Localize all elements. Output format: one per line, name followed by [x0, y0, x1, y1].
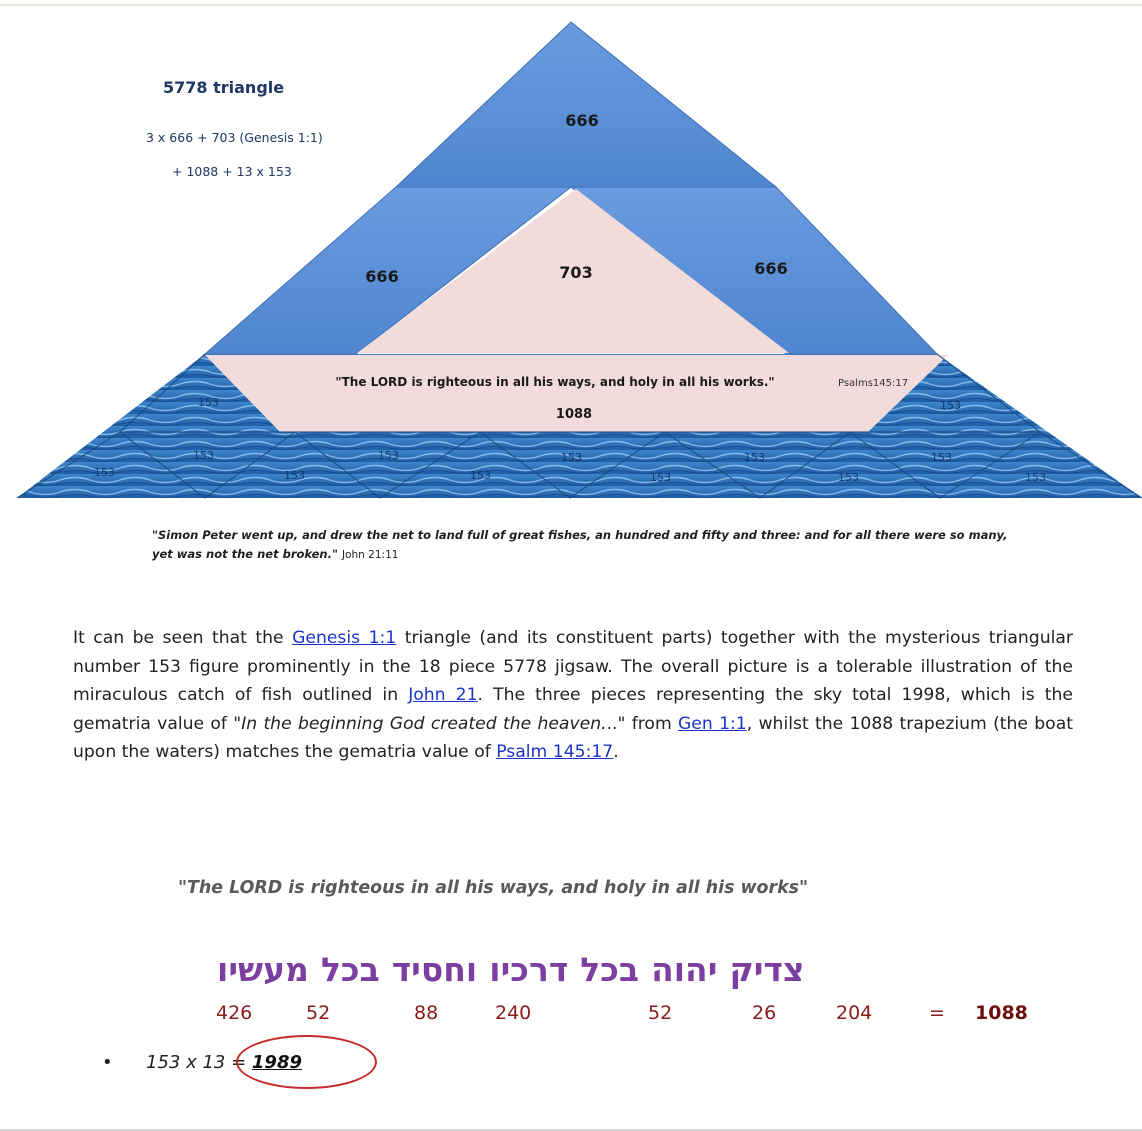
- sky-top-label: 666: [565, 111, 598, 130]
- fish-label: 153: [378, 449, 399, 462]
- psalm-quote: "The LORD is righteous in all his ways, …: [178, 878, 809, 898]
- bottom-rule: [0, 1129, 1142, 1131]
- paragraph-text: .: [613, 742, 619, 762]
- sky-top-piece: [394, 21, 778, 188]
- formula-line-2: + 1088 + 13 x 153: [172, 164, 292, 179]
- paragraph-italic: In the beginning God created the heaven.: [241, 713, 607, 734]
- gematria-total: 1088: [975, 1002, 1028, 1024]
- triangle-graphic: 666 666 703 666 "The LORD is righteous i…: [16, 21, 1142, 499]
- sky-left-piece: [203, 186, 573, 355]
- fish-label: 153: [470, 469, 491, 482]
- triangle-figure: 666 666 703 666 "The LORD is righteous i…: [0, 6, 1142, 581]
- highlight-circle: [236, 1035, 377, 1089]
- genesis-triangle: [357, 189, 789, 353]
- top-rule: [0, 4, 1142, 6]
- body-paragraph: It can be seen that the Genesis 1:1 tria…: [73, 624, 1073, 767]
- figure-title: 5778 triangle: [163, 78, 285, 97]
- gematria-value: 426: [216, 1002, 253, 1024]
- gen-link[interactable]: Gen 1:1: [677, 713, 747, 734]
- fish-label: 153: [193, 449, 214, 462]
- paragraph-text: triangle (and its constituent parts) tog…: [73, 628, 1073, 705]
- gematria-value: 240: [495, 1002, 532, 1024]
- genesis-link[interactable]: Genesis 1:1: [292, 628, 397, 648]
- hebrew-word: יהוה: [651, 950, 718, 989]
- paragraph-text: It can be seen that the: [73, 628, 293, 648]
- paragraph-text: , whilst the 1088 trapezium (the boat up…: [73, 713, 1073, 763]
- gematria-value: 204: [836, 1002, 873, 1024]
- psalm-link[interactable]: Psalm 145:17: [496, 742, 614, 762]
- bullet-expression: 153 x 13 =: [146, 1052, 252, 1073]
- boat-value: 1088: [556, 407, 592, 422]
- sky-left-label: 666: [365, 267, 398, 286]
- fish-label: 153: [1025, 471, 1046, 484]
- fish-label: 153: [744, 451, 765, 464]
- hebrew-word: צדיק: [729, 950, 805, 989]
- hebrew-word: דרכיו: [489, 950, 569, 989]
- john-21-link[interactable]: John 21: [408, 685, 478, 705]
- center-label: 703: [559, 263, 592, 282]
- fish-label: 153: [561, 451, 582, 464]
- hebrew-word: וחסיד: [391, 950, 478, 989]
- fish-label: 153: [198, 396, 219, 409]
- boat-quote: "The LORD is righteous in all his ways, …: [335, 375, 774, 389]
- fish-net-lines: [16, 353, 1142, 499]
- equals-sign: =: [929, 1002, 945, 1024]
- paragraph-text: . The three pieces representing the sky …: [73, 685, 1073, 734]
- caption-ref: John 21:11: [342, 549, 399, 561]
- hebrew-word: בכל: [580, 950, 640, 989]
- fish-label: 153: [94, 466, 115, 479]
- hebrew-word: בכל: [320, 950, 380, 989]
- hebrew-verse: צדיק יהוה בכל דרכיו וחסיד בכל מעשיו: [205, 950, 804, 989]
- fish-label: 153: [940, 399, 961, 412]
- fish-label: 153: [931, 451, 952, 464]
- boat-ref: Psalms145:17: [838, 378, 908, 389]
- fish-label: 153: [650, 471, 671, 484]
- gematria-value: 52: [306, 1002, 331, 1024]
- gematria-value: 88: [414, 1002, 439, 1024]
- boat-trapezium: [205, 355, 948, 432]
- sky-right-label: 666: [754, 259, 787, 278]
- gematria-value: 52: [648, 1002, 673, 1024]
- gematria-value: 26: [752, 1002, 777, 1024]
- fish-label: 153: [284, 469, 305, 482]
- caption-text: "Simon Peter went up, and drew the net t…: [152, 528, 1008, 561]
- fish-label: 153: [838, 471, 859, 484]
- bullet-dot: •: [102, 1052, 113, 1073]
- figure-caption: "Simon Peter went up, and drew the net t…: [152, 526, 1012, 565]
- paragraph-text: .." from: [606, 713, 678, 734]
- formula-line-1: 3 x 666 + 703 (Genesis 1:1): [146, 130, 323, 145]
- hebrew-word: מעשיו: [217, 950, 309, 989]
